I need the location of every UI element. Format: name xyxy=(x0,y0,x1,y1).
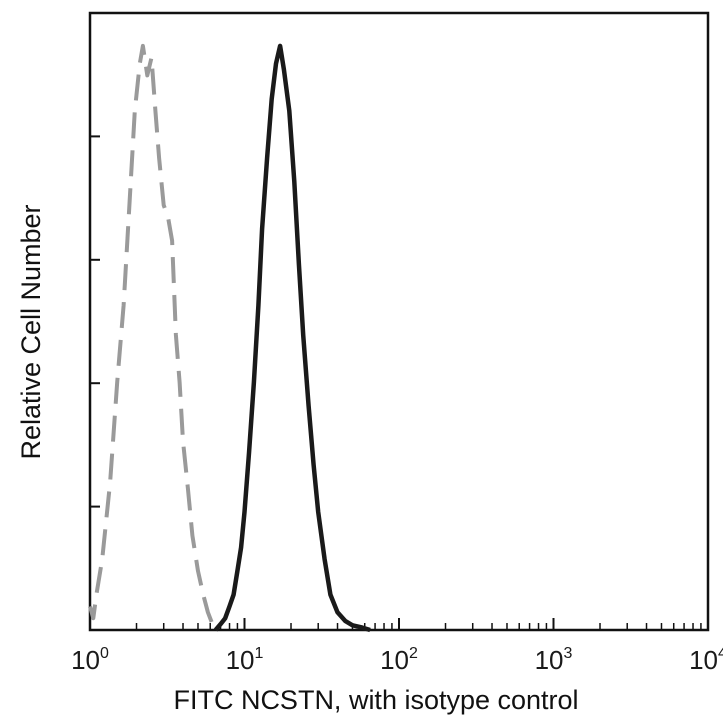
x-axis-ticks xyxy=(89,618,709,630)
x-tick-label: 104 xyxy=(689,645,723,675)
plot-frame xyxy=(88,11,710,632)
x-tick-label: 101 xyxy=(226,645,264,675)
x-tick-label: 102 xyxy=(380,645,418,675)
ncstn-curve xyxy=(213,43,371,633)
x-tick-label: 100 xyxy=(71,645,109,675)
series-layer xyxy=(88,43,371,633)
y-axis-ticks xyxy=(90,12,100,631)
x-axis-label: FITC NCSTN, with isotype control xyxy=(173,685,578,715)
y-axis-label: Relative Cell Number xyxy=(16,204,46,459)
x-axis-tick-labels: 100 101 102 103 104 xyxy=(71,645,723,675)
x-tick-label: 103 xyxy=(535,645,573,675)
isotype-control-curve xyxy=(88,43,220,632)
